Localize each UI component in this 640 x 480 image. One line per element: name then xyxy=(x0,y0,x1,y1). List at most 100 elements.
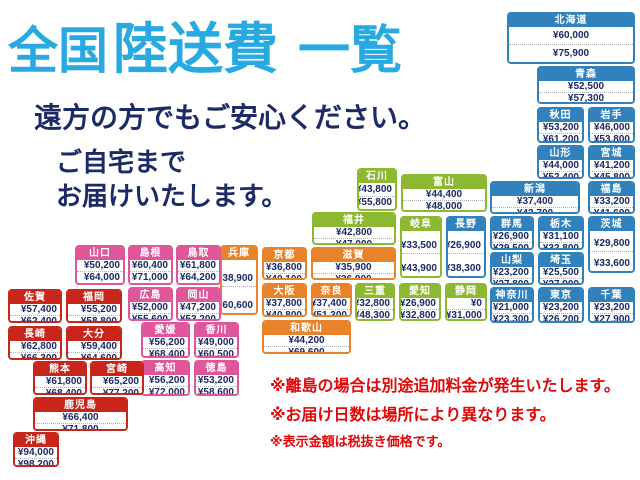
pref-box-37: 香川 ¥49,000 ¥60,500 xyxy=(194,322,239,358)
pref-price-2: ¥64,600 xyxy=(68,352,120,358)
pref-price-2: ¥71,800 xyxy=(35,423,126,429)
pref-box-40: 佐賀 ¥57,400 ¥62,400 xyxy=(8,289,62,323)
pref-box-9: 群馬 ¥26,900 ¥29,500 xyxy=(490,216,534,250)
pref-name: 新潟 xyxy=(492,183,578,196)
pref-name: 京都 xyxy=(264,249,305,262)
pref-name: 宮城 xyxy=(590,147,633,160)
pref-price-1: ¥26,900 xyxy=(401,298,439,309)
pref-name: 北海道 xyxy=(509,14,633,27)
pref-name: 静岡 xyxy=(447,285,485,298)
pref-price-2: ¥23,300 xyxy=(492,313,532,321)
pref-box-25: 滋賀 ¥35,900 ¥36,900 xyxy=(311,247,396,280)
pref-box-10: 栃木 ¥31,100 ¥32,800 xyxy=(538,216,584,250)
pref-name: 岡山 xyxy=(178,289,219,302)
tagline-line-2: お届けいたします。 xyxy=(56,181,288,211)
pref-price-1: ¥60,400 xyxy=(130,260,171,271)
pref-price-1: ¥62,800 xyxy=(10,341,60,352)
pref-box-19: 富山 ¥44,400 ¥48,000 xyxy=(401,174,487,212)
pref-price-2: ¥64,200 xyxy=(178,271,219,283)
pref-box-15: 東京 ¥23,200 ¥26,200 xyxy=(538,287,584,323)
pref-box-5: 山形 ¥44,000 ¥52,400 xyxy=(537,145,584,179)
pref-price-2: ¥43,900 xyxy=(402,253,440,276)
pref-name: 鳥取 xyxy=(178,247,219,260)
pref-price-1: ¥44,400 xyxy=(403,189,485,200)
pref-box-23: 愛知 ¥26,900 ¥32,800 xyxy=(399,283,441,321)
pref-price-1: ¥23,200 xyxy=(590,302,633,313)
pref-name: 香川 xyxy=(196,324,237,337)
pref-price-2: ¥27,800 xyxy=(492,278,532,283)
pref-price-1: ¥42,800 xyxy=(314,227,394,238)
pref-name: 熊本 xyxy=(35,363,85,376)
pref-price-2: ¥52,400 xyxy=(539,171,582,177)
pref-name: 島根 xyxy=(130,247,171,260)
pref-name: 大分 xyxy=(68,328,120,341)
pref-name: 宮崎 xyxy=(92,363,142,376)
pref-box-32: 島根 ¥60,400 ¥71,000 xyxy=(128,245,173,285)
pref-box-46: 鹿児島 ¥66,400 ¥71,800 xyxy=(33,397,128,431)
pref-name: 鹿児島 xyxy=(35,399,126,412)
note-remote-islands: ※離島の場合は別途追加料金が発生いたします。 xyxy=(270,378,620,395)
pref-price-1: ¥61,800 xyxy=(178,260,219,271)
pref-box-41: 福岡 ¥55,200 ¥58,800 xyxy=(66,289,122,323)
pref-name: 兵庫 xyxy=(222,247,256,260)
pref-price-2: ¥55,800 xyxy=(359,195,395,209)
pref-price-2: ¥27,900 xyxy=(540,278,582,283)
pref-box-4: 岩手 ¥46,000 ¥53,800 xyxy=(588,107,635,143)
pref-name: 徳島 xyxy=(196,362,237,375)
pref-box-42: 長崎 ¥62,800 ¥66,300 xyxy=(8,326,62,360)
pref-box-22: 三重 ¥32,800 ¥48,300 xyxy=(355,283,395,321)
pref-price-2: ¥47,000 xyxy=(314,238,394,243)
pref-name: 三重 xyxy=(357,285,393,298)
pref-name: 岐阜 xyxy=(402,218,440,231)
pref-price-1: ¥38,900 xyxy=(222,260,256,286)
pref-box-2: 青森 ¥52,500 ¥57,300 xyxy=(537,66,635,104)
pref-name: 神奈川 xyxy=(492,289,532,302)
pref-box-44: 熊本 ¥61,800 ¥68,400 xyxy=(33,361,87,395)
pref-box-24: 静岡 ¥0 ¥31,000 xyxy=(445,283,487,321)
pref-price-2: ¥75,900 xyxy=(509,44,633,62)
pref-price-2: ¥66,300 xyxy=(10,352,60,358)
pref-price-1: ¥60,000 xyxy=(509,27,633,44)
pref-price-2: ¥58,800 xyxy=(68,315,120,321)
pref-price-2: ¥60,500 xyxy=(196,348,237,356)
pref-box-11: 茨城 ¥29,800 ¥33,600 xyxy=(588,216,635,273)
subtitle: 遠方の方でもご安心ください。 xyxy=(34,102,427,133)
pref-name: 長野 xyxy=(448,218,484,231)
pref-box-12: 山梨 ¥23,200 ¥27,800 xyxy=(490,252,534,285)
pref-price-2: ¥40,800 xyxy=(264,309,305,315)
pref-box-14: 神奈川 ¥21,000 ¥23,300 xyxy=(490,287,534,323)
page-title-part-1: 全国 xyxy=(8,23,108,79)
pref-price-2: ¥48,000 xyxy=(403,200,485,210)
pref-price-1: ¥44,200 xyxy=(264,335,349,346)
pref-price-1: ¥94,000 xyxy=(15,447,57,458)
pref-name: 千葉 xyxy=(590,289,633,302)
pref-price-1: ¥56,200 xyxy=(143,375,188,386)
pref-name: 大阪 xyxy=(264,285,305,298)
pref-box-6: 宮城 ¥41,200 ¥45,800 xyxy=(588,145,635,179)
pref-price-1: ¥59,400 xyxy=(68,341,120,352)
pref-price-2: ¥98,200 xyxy=(15,458,57,465)
pref-price-1: ¥33,500 xyxy=(402,231,440,253)
pref-price-1: ¥53,200 xyxy=(196,375,237,386)
pref-price-2: ¥29,500 xyxy=(492,242,532,248)
pref-name: 奈良 xyxy=(313,285,350,298)
pref-price-1: ¥29,800 xyxy=(590,231,633,251)
pref-price-2: ¥61,200 xyxy=(539,133,582,141)
pref-price-2: ¥60,600 xyxy=(222,286,256,313)
pref-price-2: ¥68,400 xyxy=(143,348,188,356)
pref-price-1: ¥0 xyxy=(447,298,485,309)
pref-price-2: ¥71,000 xyxy=(130,271,171,283)
pref-price-2: ¥31,000 xyxy=(447,309,485,319)
pref-box-16: 千葉 ¥23,200 ¥27,900 xyxy=(588,287,635,323)
pref-box-28: 大阪 ¥37,800 ¥40,800 xyxy=(262,283,307,317)
pref-price-1: ¥21,000 xyxy=(492,302,532,313)
pref-price-2: ¥33,600 xyxy=(590,250,633,271)
pref-box-7: 新潟 ¥37,400 ¥42,700 xyxy=(490,181,580,214)
pref-price-1: ¥33,200 xyxy=(590,196,633,207)
pref-price-2: ¥41,600 xyxy=(590,207,633,212)
pref-price-1: ¥41,200 xyxy=(590,160,633,171)
pref-price-2: ¥53,800 xyxy=(590,133,633,141)
pref-price-1: ¥56,200 xyxy=(143,337,188,348)
pref-box-39: 徳島 ¥53,200 ¥58,600 xyxy=(194,360,239,396)
